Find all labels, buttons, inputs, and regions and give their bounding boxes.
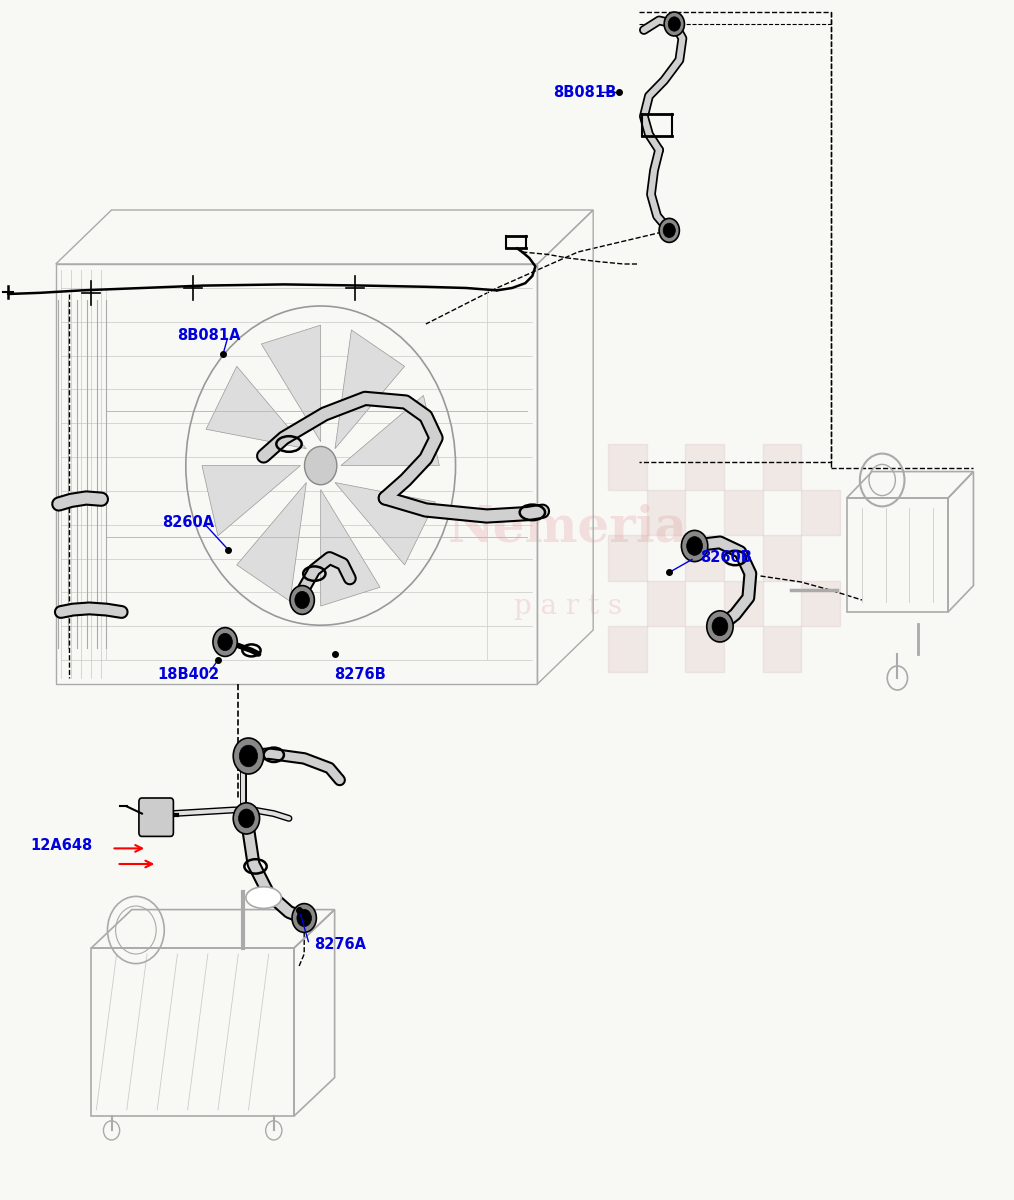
Ellipse shape bbox=[245, 887, 282, 908]
Circle shape bbox=[663, 223, 675, 238]
Circle shape bbox=[290, 586, 314, 614]
Circle shape bbox=[659, 218, 679, 242]
Circle shape bbox=[218, 634, 232, 650]
Bar bbox=[608, 535, 647, 581]
Circle shape bbox=[686, 536, 703, 556]
Bar bbox=[724, 581, 763, 626]
Bar bbox=[685, 626, 724, 672]
Circle shape bbox=[239, 745, 258, 767]
Bar bbox=[647, 490, 685, 535]
Text: 8B081A: 8B081A bbox=[177, 329, 241, 343]
Polygon shape bbox=[320, 490, 380, 606]
Bar bbox=[724, 490, 763, 535]
Circle shape bbox=[712, 617, 728, 636]
Text: 8260A: 8260A bbox=[162, 515, 214, 529]
Circle shape bbox=[295, 592, 309, 608]
Bar bbox=[608, 626, 647, 672]
Circle shape bbox=[297, 910, 311, 926]
Circle shape bbox=[213, 628, 237, 656]
Text: 8260B: 8260B bbox=[700, 551, 751, 565]
Bar bbox=[763, 535, 801, 581]
Text: 8276A: 8276A bbox=[314, 937, 366, 952]
FancyBboxPatch shape bbox=[139, 798, 173, 836]
Text: 12A648: 12A648 bbox=[30, 839, 92, 853]
Bar bbox=[685, 444, 724, 490]
Circle shape bbox=[238, 809, 255, 828]
Bar bbox=[608, 444, 647, 490]
Text: Nemeria: Nemeria bbox=[448, 504, 687, 552]
Circle shape bbox=[233, 738, 264, 774]
Polygon shape bbox=[335, 330, 405, 449]
Bar bbox=[763, 626, 801, 672]
Text: p a r t s: p a r t s bbox=[514, 593, 622, 619]
Polygon shape bbox=[335, 482, 435, 565]
Text: 8B081B: 8B081B bbox=[553, 85, 615, 100]
Bar bbox=[647, 581, 685, 626]
Text: 18B402: 18B402 bbox=[157, 667, 219, 682]
Polygon shape bbox=[236, 482, 306, 601]
Circle shape bbox=[292, 904, 316, 932]
Polygon shape bbox=[206, 366, 306, 449]
Text: 8276B: 8276B bbox=[335, 667, 386, 682]
Circle shape bbox=[233, 803, 260, 834]
Bar bbox=[763, 444, 801, 490]
Polygon shape bbox=[262, 325, 320, 442]
Circle shape bbox=[707, 611, 733, 642]
Bar bbox=[801, 490, 840, 535]
Circle shape bbox=[304, 446, 337, 485]
Bar bbox=[801, 581, 840, 626]
Bar bbox=[685, 535, 724, 581]
Polygon shape bbox=[341, 395, 439, 466]
Circle shape bbox=[681, 530, 708, 562]
Circle shape bbox=[668, 17, 680, 31]
Polygon shape bbox=[202, 466, 300, 536]
Circle shape bbox=[664, 12, 684, 36]
